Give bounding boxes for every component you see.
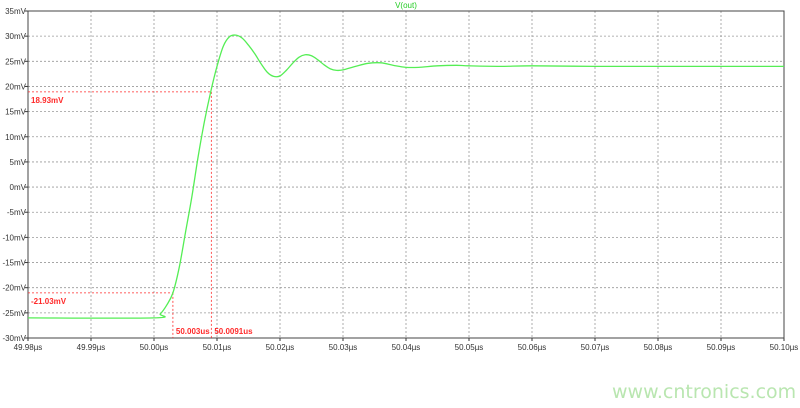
x-tick-label: 50.00µs: [140, 343, 169, 352]
cursor-y-label: -21.03mV: [31, 297, 67, 306]
x-tick-label: 50.03µs: [329, 343, 358, 352]
y-tick-label: -15mV: [2, 259, 26, 268]
y-tick-label: 20mV: [5, 82, 27, 91]
x-tick-label: 50.07µs: [581, 343, 610, 352]
x-tick-label: 49.99µs: [77, 343, 106, 352]
x-tick-label: 50.04µs: [392, 343, 421, 352]
y-tick-label: 10mV: [5, 133, 27, 142]
y-tick-label: 15mV: [5, 108, 27, 117]
watermark: www.cntronics.com: [612, 381, 797, 403]
series-line: [27, 34, 784, 319]
cursor-x-label: 50.003us: [176, 327, 210, 336]
y-tick-label: 25mV: [5, 57, 27, 66]
y-tick-label: 0mV: [10, 183, 27, 192]
x-tick-label: 50.09µs: [707, 343, 736, 352]
y-tick-label: -30mV: [2, 334, 26, 343]
plot-frame: [27, 10, 785, 339]
y-tick-label: -25mV: [2, 309, 26, 318]
x-tick-label: 50.06µs: [518, 343, 547, 352]
x-tick-label: 50.10µs: [770, 343, 799, 352]
chart-title: V(out): [395, 1, 417, 10]
x-tick-label: 50.05µs: [455, 343, 484, 352]
y-tick-label: 30mV: [5, 32, 27, 41]
y-tick-label: -5mV: [7, 208, 27, 217]
y-tick-label: 5mV: [10, 158, 27, 167]
x-tick-label: 49.98µs: [14, 343, 43, 352]
y-tick-label: 35mV: [5, 7, 27, 16]
cursor-y-label: 18.93mV: [31, 96, 64, 105]
x-tick-label: 50.01µs: [203, 343, 232, 352]
cursor-x-label: 50.0091us: [214, 327, 253, 336]
x-tick-label: 50.08µs: [644, 343, 673, 352]
y-tick-label: -20mV: [2, 284, 26, 293]
y-tick-label: -10mV: [2, 233, 26, 242]
x-tick-label: 50.02µs: [266, 343, 295, 352]
